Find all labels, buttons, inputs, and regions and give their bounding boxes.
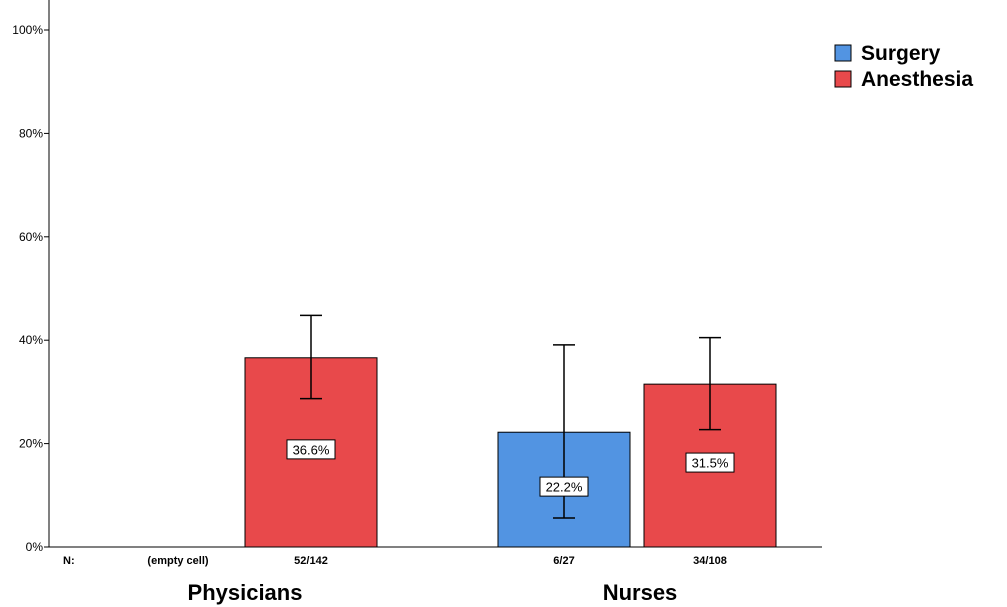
y-tick-label: 80% xyxy=(19,126,43,140)
n-count-row: N: (empty cell) 52/142 6/27 34/108 xyxy=(63,555,727,567)
legend: Surgery Anesthesia xyxy=(834,42,973,91)
legend-swatch xyxy=(834,44,852,62)
y-tick-label: 40% xyxy=(19,333,43,347)
data-label-box xyxy=(286,439,336,460)
group-label: Nurses xyxy=(603,580,678,605)
y-tick-label: 60% xyxy=(19,230,43,244)
data-label-box xyxy=(685,452,735,473)
n-count-label: 6/27 xyxy=(553,555,574,567)
n-count-label: 52/142 xyxy=(294,555,328,567)
group-label: Physicians xyxy=(188,580,303,605)
legend-label: Surgery xyxy=(861,42,941,65)
data-label: 36.6% xyxy=(293,442,330,457)
data-label: 22.2% xyxy=(546,480,583,495)
legend-label: Anesthesia xyxy=(861,68,973,91)
group-labels: Physicians Nurses xyxy=(188,580,678,605)
y-axis: 0% 20% 40% 60% 80% 100% xyxy=(12,0,50,554)
y-tick-label: 20% xyxy=(19,437,43,451)
data-label: 31.5% xyxy=(692,456,729,471)
n-prefix-label: N: xyxy=(63,555,75,567)
n-count-label: (empty cell) xyxy=(147,555,208,567)
n-count-label: 34/108 xyxy=(693,555,727,567)
y-tick-label: 100% xyxy=(12,23,43,37)
y-tick-label: 0% xyxy=(26,540,44,554)
bars: 36.6% 22.2% 31.5% xyxy=(244,314,777,548)
data-label-box xyxy=(539,476,589,497)
legend-swatch xyxy=(834,70,852,88)
